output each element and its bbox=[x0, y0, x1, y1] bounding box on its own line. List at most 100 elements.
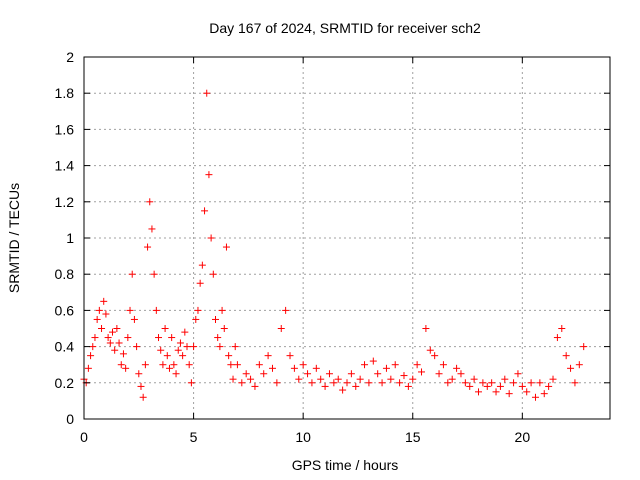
data-point bbox=[170, 361, 178, 369]
data-point bbox=[352, 382, 360, 390]
y-tick-label: 1 bbox=[66, 230, 74, 246]
data-point bbox=[299, 361, 307, 369]
data-point bbox=[209, 270, 217, 278]
data-point bbox=[325, 370, 333, 378]
data-point bbox=[466, 382, 474, 390]
data-point bbox=[431, 352, 439, 360]
data-point bbox=[453, 364, 461, 372]
data-point bbox=[553, 334, 561, 342]
data-point bbox=[135, 370, 143, 378]
data-point bbox=[391, 361, 399, 369]
x-tick-label: 0 bbox=[80, 429, 88, 445]
data-point bbox=[356, 375, 364, 383]
data-point bbox=[365, 379, 373, 387]
data-point bbox=[549, 375, 557, 383]
y-tick-label: 2 bbox=[66, 49, 74, 65]
data-point bbox=[148, 225, 156, 233]
data-point bbox=[536, 379, 544, 387]
y-tick-label: 0 bbox=[66, 411, 74, 427]
data-point bbox=[426, 346, 434, 354]
data-point bbox=[343, 379, 351, 387]
data-point bbox=[312, 364, 320, 372]
data-point bbox=[150, 270, 158, 278]
data-point bbox=[255, 361, 263, 369]
data-point bbox=[334, 375, 342, 383]
data-point bbox=[172, 370, 180, 378]
data-point bbox=[251, 382, 259, 390]
data-point bbox=[181, 328, 189, 336]
data-point bbox=[505, 390, 513, 398]
data-point bbox=[422, 325, 430, 332]
data-point bbox=[273, 379, 281, 387]
data-point bbox=[242, 370, 250, 378]
data-point bbox=[115, 339, 123, 347]
x-tick-label: 10 bbox=[295, 429, 311, 445]
data-point bbox=[347, 370, 355, 378]
data-point bbox=[196, 279, 204, 287]
gridlines bbox=[84, 57, 610, 419]
data-point bbox=[575, 361, 583, 369]
data-point bbox=[198, 261, 206, 269]
chart-title: Day 167 of 2024, SRMTID for receiver sch… bbox=[209, 20, 481, 36]
data-point bbox=[461, 379, 469, 387]
x-tick-label: 5 bbox=[190, 429, 198, 445]
data-point bbox=[111, 346, 119, 354]
data-point bbox=[214, 334, 222, 342]
data-point bbox=[268, 364, 276, 372]
data-point bbox=[282, 306, 290, 314]
data-point bbox=[207, 234, 215, 242]
data-point bbox=[545, 382, 553, 390]
y-tick-label: 0.4 bbox=[55, 339, 75, 355]
data-point bbox=[165, 364, 173, 372]
data-point bbox=[157, 346, 165, 354]
data-point bbox=[104, 334, 112, 342]
data-point bbox=[562, 352, 570, 360]
data-point bbox=[523, 388, 531, 396]
data-point bbox=[139, 393, 147, 401]
data-point bbox=[304, 370, 312, 378]
data-point bbox=[308, 379, 316, 387]
data-point bbox=[483, 382, 491, 390]
data-point bbox=[496, 382, 504, 390]
data-point bbox=[396, 379, 404, 387]
data-point bbox=[225, 352, 233, 360]
data-point bbox=[238, 379, 246, 387]
y-tick-label: 0.6 bbox=[55, 302, 75, 318]
data-point bbox=[501, 375, 509, 383]
data-point bbox=[102, 310, 110, 318]
data-point bbox=[159, 361, 167, 369]
data-point bbox=[144, 243, 152, 251]
data-point bbox=[155, 334, 163, 342]
data-point bbox=[444, 379, 452, 387]
data-point bbox=[117, 361, 125, 369]
data-point bbox=[286, 352, 294, 360]
data-point bbox=[124, 334, 132, 342]
data-point bbox=[295, 375, 303, 383]
data-point bbox=[540, 390, 548, 398]
y-tick-label: 1.2 bbox=[55, 194, 75, 210]
data-point bbox=[382, 364, 390, 372]
data-point bbox=[161, 325, 169, 332]
data-point bbox=[378, 379, 386, 387]
data-point bbox=[558, 325, 566, 332]
tick-labels-layer: 00.20.40.60.811.21.41.61.820 5 10 15 20 bbox=[55, 49, 531, 445]
data-point bbox=[163, 352, 171, 360]
data-point bbox=[187, 379, 195, 387]
data-point bbox=[580, 343, 588, 351]
data-point bbox=[448, 375, 456, 383]
data-point bbox=[514, 370, 522, 378]
data-point bbox=[91, 334, 99, 342]
data-point bbox=[488, 379, 496, 387]
data-point bbox=[400, 372, 408, 380]
data-point bbox=[330, 379, 338, 387]
data-point bbox=[413, 361, 421, 369]
x-axis-label: GPS time / hours bbox=[292, 457, 399, 473]
data-point bbox=[435, 370, 443, 378]
data-point bbox=[130, 315, 138, 323]
x-tick-label: 15 bbox=[405, 429, 421, 445]
data-point bbox=[470, 375, 478, 383]
y-tick-label: 1.6 bbox=[55, 121, 75, 137]
data-point bbox=[277, 325, 285, 332]
data-point bbox=[218, 306, 226, 314]
data-point bbox=[216, 343, 224, 351]
